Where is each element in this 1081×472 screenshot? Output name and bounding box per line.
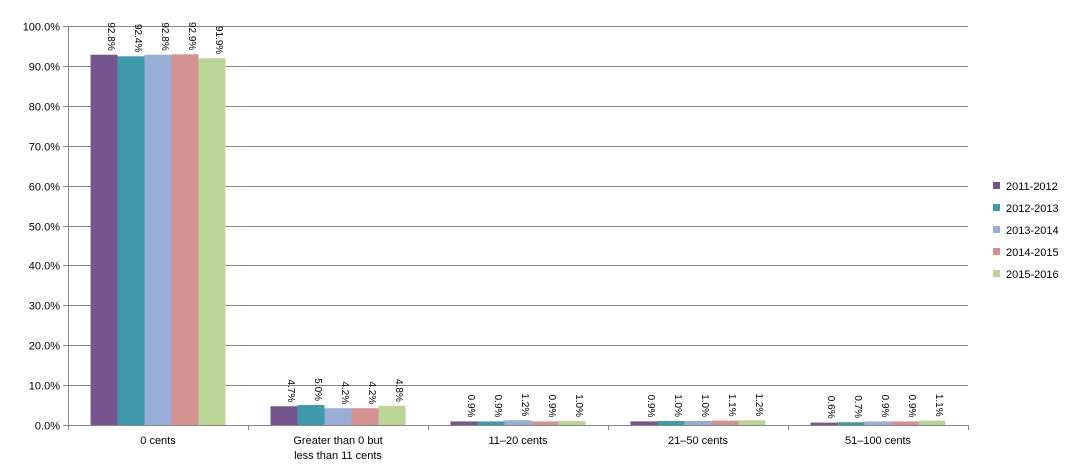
bar: [297, 405, 325, 425]
legend-label: 2015-2016: [1006, 269, 1059, 281]
data-label: 1.0%: [672, 394, 683, 417]
y-tick-label: 30.0%: [29, 301, 60, 313]
bar: [144, 54, 172, 426]
data-label: 4.2%: [366, 381, 377, 404]
y-tick-label: 10.0%: [29, 381, 60, 393]
bar: [171, 54, 199, 425]
y-tick-label: 0.0%: [35, 421, 60, 433]
legend-label: 2012-2013: [1006, 203, 1059, 215]
legend-swatch: [993, 182, 1000, 189]
bar: [810, 422, 838, 425]
data-label: 91.9%: [213, 26, 224, 54]
y-tick-label: 40.0%: [29, 261, 60, 273]
data-label: 1.1%: [726, 394, 737, 417]
category-label: Greater than 0 but: [293, 435, 382, 447]
bar: [324, 408, 352, 425]
data-label: 92.4%: [132, 24, 143, 52]
data-label: 92.8%: [105, 22, 116, 50]
bar: [378, 405, 406, 425]
bar: [270, 406, 298, 425]
data-label: 4.8%: [393, 379, 404, 402]
bar: [918, 420, 946, 425]
data-label: 0.7%: [852, 395, 863, 418]
category-label: 21–50 cents: [668, 435, 728, 447]
data-label: 0.9%: [906, 395, 917, 418]
data-label: 1.2%: [519, 393, 530, 416]
bar: [531, 421, 559, 425]
y-tick-label: 20.0%: [29, 341, 60, 353]
bar: [90, 54, 118, 426]
data-label: 0.9%: [879, 395, 890, 418]
legend-swatch: [993, 248, 1000, 255]
bar: [684, 421, 712, 425]
bar: [477, 421, 505, 425]
y-tick-label: 60.0%: [29, 182, 60, 194]
data-label: 0.6%: [825, 396, 836, 419]
legend-swatch: [993, 204, 1000, 211]
y-axis-tick-labels: 0.0% 10.0% 20.0% 30.0% 40.0% 50.0% 60.0% 70.0% 8…: [23, 22, 61, 433]
data-label: 5.0%: [312, 378, 323, 401]
data-label: 1.1%: [933, 394, 944, 417]
bar: [351, 408, 379, 425]
bars: [90, 54, 946, 426]
data-label: 0.9%: [645, 395, 656, 418]
bar: [657, 421, 685, 425]
data-label: 1.0%: [573, 394, 584, 417]
data-label: 1.2%: [753, 393, 764, 416]
data-label: 0.9%: [492, 395, 503, 418]
bar: [711, 420, 739, 425]
data-label: 1.0%: [699, 394, 710, 417]
data-label: 92.8%: [159, 22, 170, 50]
x-axis: 0 cents Greater than 0 but less than 11 ce…: [68, 26, 969, 462]
bar: [837, 422, 865, 425]
bar: [891, 421, 919, 425]
y-tick-label: 100.0%: [23, 22, 61, 34]
bar: [117, 56, 145, 425]
bar: [450, 421, 478, 425]
bar: [198, 58, 226, 425]
data-label: 4.7%: [285, 379, 296, 402]
category-label: less than 11 cents: [294, 450, 382, 462]
legend-swatch: [993, 226, 1000, 233]
data-labels: 92.8% 92.4% 92.8% 92.9% 91.9% 4.7% 5.0% 4.2% 4.2…: [105, 22, 944, 419]
bar: [630, 421, 658, 425]
bar: [738, 420, 766, 425]
y-tick-label: 50.0%: [29, 222, 60, 234]
data-label: 92.9%: [186, 22, 197, 50]
legend-label: 2011-2012: [1006, 181, 1058, 193]
y-tick-label: 90.0%: [29, 62, 60, 74]
data-label: 0.9%: [465, 395, 476, 418]
legend-label: 2013-2014: [1006, 225, 1059, 237]
legend: 2011-2012 2012-2013 2013-2014 2014-2015 2015…: [993, 181, 1059, 281]
data-label: 4.2%: [339, 381, 350, 404]
legend-label: 2014-2015: [1006, 247, 1059, 259]
bar: [504, 420, 532, 425]
category-label: 11–20 cents: [488, 435, 548, 447]
category-label: 0 cents: [140, 435, 176, 447]
y-tick-label: 70.0%: [29, 142, 60, 154]
bar: [864, 421, 892, 425]
bar: [558, 421, 586, 425]
y-tick-label: 80.0%: [29, 102, 60, 114]
legend-swatch: [993, 270, 1000, 277]
category-label: 51–100 cents: [845, 435, 912, 447]
data-label: 0.9%: [546, 395, 557, 418]
